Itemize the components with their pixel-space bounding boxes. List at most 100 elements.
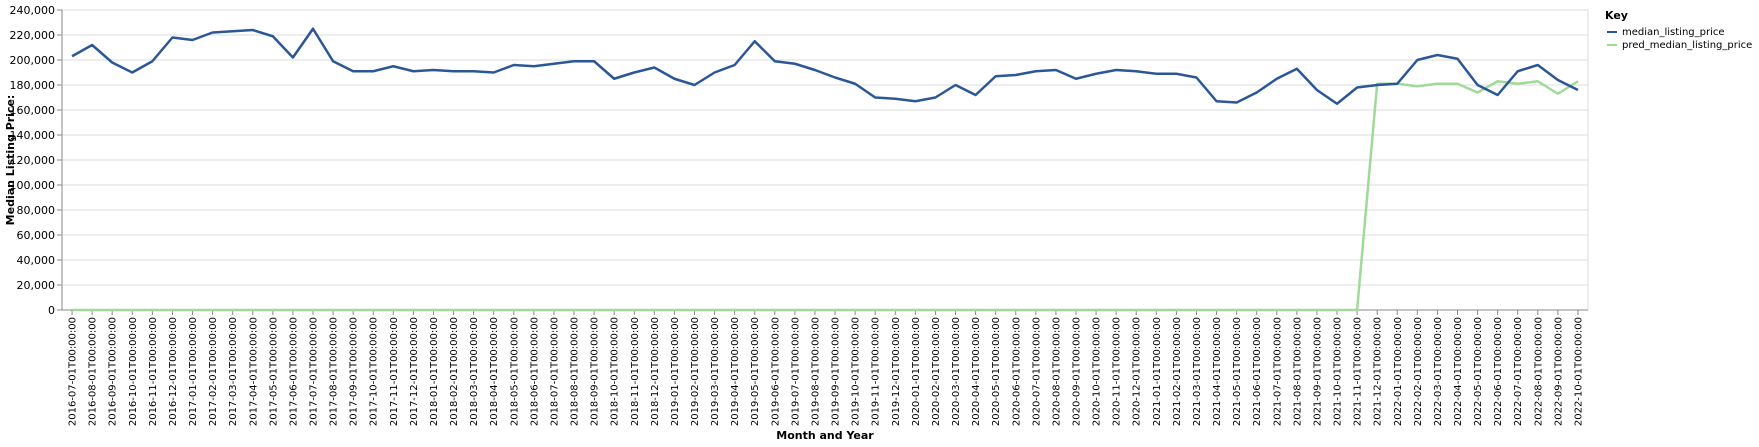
legend-label: median_listing_price bbox=[1622, 27, 1725, 38]
y-axis-title: Median Listing Price: bbox=[4, 95, 17, 226]
x-tick-label: 2018-10-01T00:00:00 bbox=[610, 317, 621, 426]
y-tick-label: 180,000 bbox=[10, 79, 56, 92]
x-tick-label: 2022-04-01T00:00:00 bbox=[1453, 317, 1464, 426]
x-tick-label: 2022-10-01T00:00:00 bbox=[1573, 317, 1584, 426]
x-tick-label: 2021-03-01T00:00:00 bbox=[1192, 317, 1203, 426]
x-tick-label: 2017-11-01T00:00:00 bbox=[389, 317, 400, 426]
x-tick-label: 2020-05-01T00:00:00 bbox=[991, 317, 1002, 426]
legend-title: Key bbox=[1605, 9, 1628, 22]
y-tick-label: 140,000 bbox=[10, 129, 56, 142]
x-tick-label: 2019-11-01T00:00:00 bbox=[871, 317, 882, 426]
y-tick-label: 20,000 bbox=[17, 279, 56, 292]
x-tick-label: 2020-03-01T00:00:00 bbox=[951, 317, 962, 426]
x-tick-label: 2022-07-01T00:00:00 bbox=[1513, 317, 1524, 426]
x-tick-label: 2019-02-01T00:00:00 bbox=[690, 317, 701, 426]
x-tick-label: 2021-02-01T00:00:00 bbox=[1172, 317, 1183, 426]
x-tick-label: 2020-11-01T00:00:00 bbox=[1112, 317, 1123, 426]
x-tick-label: 2016-08-01T00:00:00 bbox=[88, 317, 99, 426]
x-tick-label: 2017-08-01T00:00:00 bbox=[329, 317, 340, 426]
x-tick-label: 2017-05-01T00:00:00 bbox=[268, 317, 279, 426]
x-tick-label: 2017-03-01T00:00:00 bbox=[228, 317, 239, 426]
y-tick-label: 120,000 bbox=[10, 154, 56, 167]
x-tick-label: 2020-06-01T00:00:00 bbox=[1011, 317, 1022, 426]
x-tick-label: 2017-02-01T00:00:00 bbox=[208, 317, 219, 426]
x-tick-label: 2021-06-01T00:00:00 bbox=[1252, 317, 1263, 426]
x-tick-label: 2020-12-01T00:00:00 bbox=[1132, 317, 1143, 426]
x-tick-label: 2022-08-01T00:00:00 bbox=[1533, 317, 1544, 426]
series-lines bbox=[71, 27, 1579, 312]
x-tick-label: 2018-07-01T00:00:00 bbox=[549, 317, 560, 426]
y-tick-label: 40,000 bbox=[17, 254, 56, 267]
x-tick-label: 2021-07-01T00:00:00 bbox=[1272, 317, 1283, 426]
x-tick-label: 2020-10-01T00:00:00 bbox=[1092, 317, 1103, 426]
x-tick-label: 2019-03-01T00:00:00 bbox=[710, 317, 721, 426]
x-tick-label: 2019-06-01T00:00:00 bbox=[770, 317, 781, 426]
series-line-median-listing-price bbox=[71, 27, 1579, 105]
y-tick-label: 200,000 bbox=[10, 54, 56, 67]
x-tick-label: 2017-12-01T00:00:00 bbox=[409, 317, 420, 426]
x-tick-label: 2020-01-01T00:00:00 bbox=[911, 317, 922, 426]
x-tick-label: 2021-09-01T00:00:00 bbox=[1312, 317, 1323, 426]
x-tick-label: 2021-04-01T00:00:00 bbox=[1212, 317, 1223, 426]
x-tick-label: 2020-07-01T00:00:00 bbox=[1031, 317, 1042, 426]
x-tick-label: 2021-05-01T00:00:00 bbox=[1232, 317, 1243, 426]
x-tick-label: 2018-12-01T00:00:00 bbox=[650, 317, 661, 426]
y-tick-label: 100,000 bbox=[10, 179, 56, 192]
x-tick-label: 2018-02-01T00:00:00 bbox=[449, 317, 460, 426]
y-tick-label: 0 bbox=[48, 304, 55, 317]
legend: Key median_listing_price pred_median_list… bbox=[1605, 9, 1752, 51]
x-tick-label: 2018-08-01T00:00:00 bbox=[570, 317, 581, 426]
x-tick-label: 2016-09-01T00:00:00 bbox=[108, 317, 119, 426]
x-tick-label: 2021-11-01T00:00:00 bbox=[1353, 317, 1364, 426]
series-line-pred-median-listing-price bbox=[72, 80, 1579, 312]
x-tick-label: 2017-04-01T00:00:00 bbox=[248, 317, 259, 426]
x-tick-label: 2022-09-01T00:00:00 bbox=[1553, 317, 1564, 426]
x-tick-label: 2020-02-01T00:00:00 bbox=[931, 317, 942, 426]
x-tick-label: 2016-12-01T00:00:00 bbox=[168, 317, 179, 426]
x-tick-label: 2020-09-01T00:00:00 bbox=[1071, 317, 1082, 426]
x-tick-label: 2018-05-01T00:00:00 bbox=[509, 317, 520, 426]
x-tick-label: 2019-04-01T00:00:00 bbox=[730, 317, 741, 426]
x-tick-label: 2017-01-01T00:00:00 bbox=[188, 317, 199, 426]
x-tick-label: 2018-01-01T00:00:00 bbox=[429, 317, 440, 426]
x-tick-label: 2019-12-01T00:00:00 bbox=[891, 317, 902, 426]
y-tick-label: 80,000 bbox=[17, 204, 56, 217]
x-tick-label: 2016-10-01T00:00:00 bbox=[128, 317, 139, 426]
x-tick-label: 2020-04-01T00:00:00 bbox=[971, 317, 982, 426]
x-tick-label: 2016-07-01T00:00:00 bbox=[68, 317, 79, 426]
x-tick-label: 2018-04-01T00:00:00 bbox=[489, 317, 500, 426]
x-tick-label: 2018-09-01T00:00:00 bbox=[590, 317, 601, 426]
y-tick-label: 220,000 bbox=[10, 29, 56, 42]
x-tick-label: 2021-12-01T00:00:00 bbox=[1373, 317, 1384, 426]
x-tick-label: 2018-11-01T00:00:00 bbox=[630, 317, 641, 426]
x-tick-label: 2019-09-01T00:00:00 bbox=[831, 317, 842, 426]
x-tick-label: 2022-02-01T00:00:00 bbox=[1413, 317, 1424, 426]
x-tick-label: 2019-07-01T00:00:00 bbox=[790, 317, 801, 426]
x-axis-title: Month and Year bbox=[776, 429, 874, 442]
x-tick-label: 2017-06-01T00:00:00 bbox=[288, 317, 299, 426]
x-tick-label: 2018-03-01T00:00:00 bbox=[469, 317, 480, 426]
x-tick-label: 2017-10-01T00:00:00 bbox=[369, 317, 380, 426]
x-tick-label: 2020-08-01T00:00:00 bbox=[1051, 317, 1062, 426]
x-tick-label: 2021-10-01T00:00:00 bbox=[1333, 317, 1344, 426]
legend-label: pred_median_listing_price bbox=[1622, 40, 1752, 51]
x-tick-label: 2019-10-01T00:00:00 bbox=[851, 317, 862, 426]
x-tick-label: 2019-01-01T00:00:00 bbox=[670, 317, 681, 426]
x-tick-label: 2022-01-01T00:00:00 bbox=[1393, 317, 1404, 426]
x-tick-label: 2019-08-01T00:00:00 bbox=[810, 317, 821, 426]
x-tick-label: 2021-01-01T00:00:00 bbox=[1152, 317, 1163, 426]
x-tick-label: 2022-05-01T00:00:00 bbox=[1473, 317, 1484, 426]
y-tick-label: 60,000 bbox=[17, 229, 56, 242]
x-axis-ticks: 2016-07-01T00:00:00 2016-08-01T00:00:00 20… bbox=[68, 310, 1584, 426]
x-tick-label: 2016-11-01T00:00:00 bbox=[148, 317, 159, 426]
y-axis-ticks: 0 20,000 40,000 60,000 80,000 100,000 120,000 1… bbox=[10, 4, 62, 317]
x-tick-label: 2018-06-01T00:00:00 bbox=[529, 317, 540, 426]
y-tick-label: 160,000 bbox=[10, 104, 56, 117]
legend-entries: median_listing_price pred_median_listing_… bbox=[1607, 27, 1752, 51]
x-tick-label: 2022-03-01T00:00:00 bbox=[1433, 317, 1444, 426]
x-tick-label: 2019-05-01T00:00:00 bbox=[750, 317, 761, 426]
y-tick-label: 240,000 bbox=[10, 4, 56, 17]
x-tick-label: 2017-09-01T00:00:00 bbox=[349, 317, 360, 426]
x-tick-label: 2022-06-01T00:00:00 bbox=[1493, 317, 1504, 426]
